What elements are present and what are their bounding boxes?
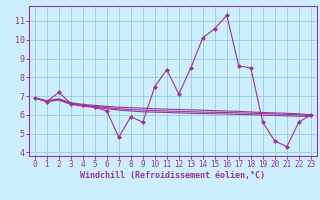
X-axis label: Windchill (Refroidissement éolien,°C): Windchill (Refroidissement éolien,°C) bbox=[80, 171, 265, 180]
